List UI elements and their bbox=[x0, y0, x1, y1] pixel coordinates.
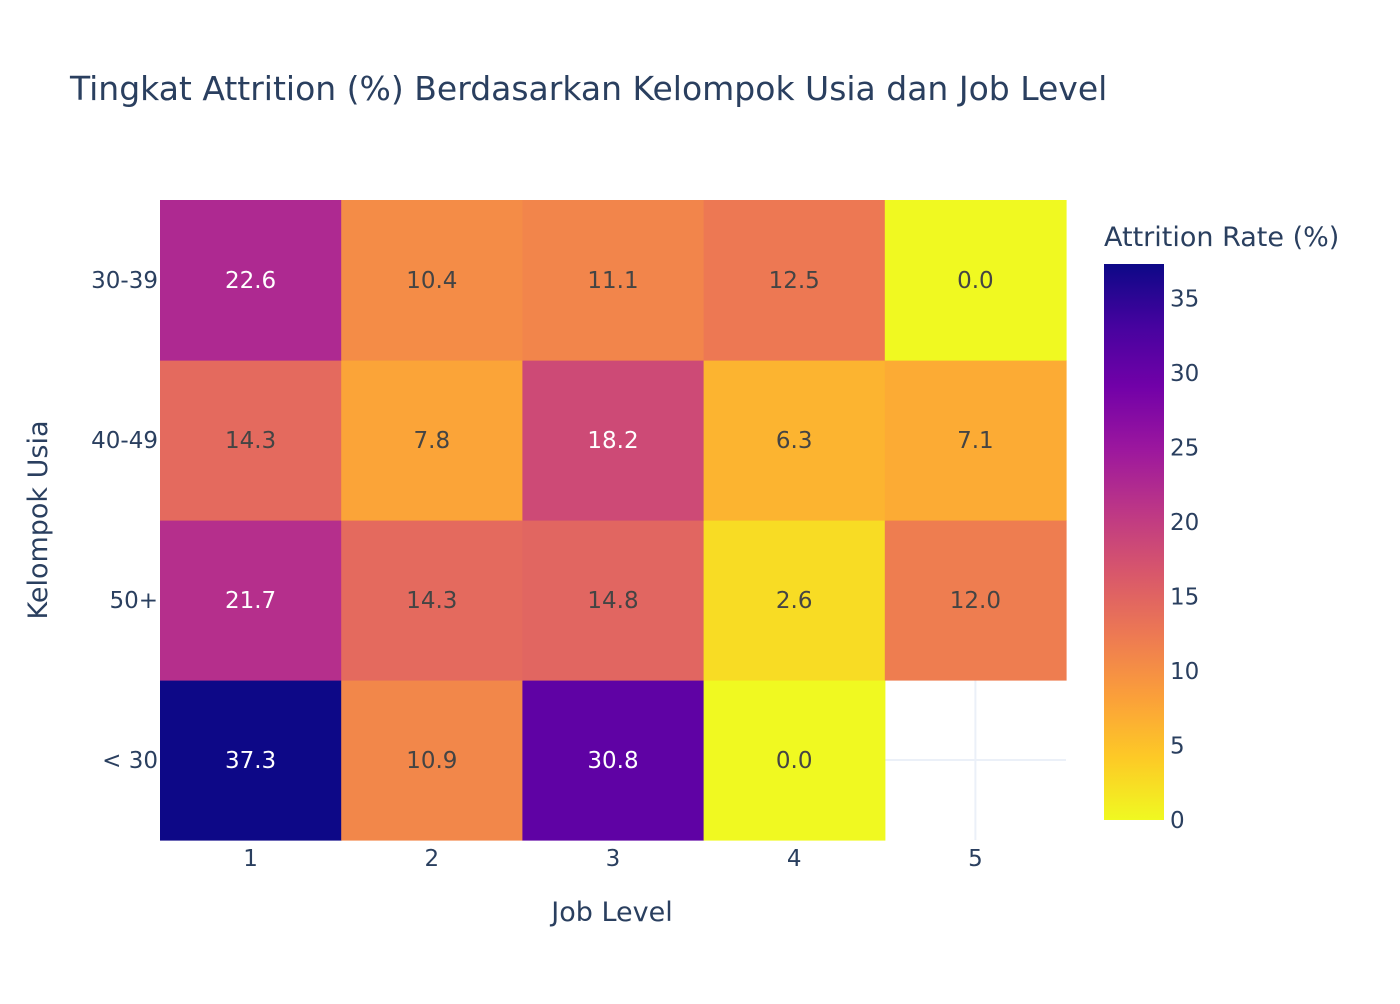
colorbar-title: Attrition Rate (%) bbox=[1104, 222, 1339, 253]
heatmap-cell bbox=[703, 200, 886, 361]
x-tick-label: 1 bbox=[243, 846, 258, 872]
heatmap-cell bbox=[160, 520, 342, 681]
y-tick-label: 40-49 bbox=[91, 428, 158, 454]
colorbar-tick-label: 35 bbox=[1170, 286, 1199, 312]
cell-value-label: 0.0 bbox=[957, 268, 994, 294]
colorbar-tick-label: 30 bbox=[1170, 361, 1199, 387]
cell-value-label: 21.7 bbox=[225, 588, 276, 614]
cell-value-label: 12.5 bbox=[769, 268, 820, 294]
x-tick-label: 5 bbox=[968, 846, 983, 872]
heatmap-cell bbox=[703, 680, 886, 841]
heatmap-cell bbox=[884, 200, 1067, 361]
cell-value-label: 14.8 bbox=[587, 588, 638, 614]
heatmap-cell bbox=[522, 520, 705, 681]
chart-title: Tingkat Attrition (%) Berdasarkan Kelomp… bbox=[69, 69, 1107, 108]
colorbar-tick-label: 15 bbox=[1170, 584, 1199, 610]
x-axis-ticks: 1 2 3 4 5 bbox=[243, 846, 982, 872]
x-tick-label: 2 bbox=[424, 846, 439, 872]
heatmap-cell bbox=[341, 680, 523, 841]
heatmap-cells bbox=[160, 200, 1067, 841]
cell-value-label: 14.3 bbox=[225, 428, 276, 454]
x-tick-label: 4 bbox=[787, 846, 802, 872]
cell-value-label: 14.3 bbox=[406, 588, 457, 614]
y-axis-ticks: < 30 50+ 40-49 30-39 bbox=[91, 268, 158, 774]
cell-value-label: 6.3 bbox=[776, 428, 813, 454]
heatmap-cell bbox=[884, 520, 1067, 681]
x-tick-label: 3 bbox=[606, 846, 621, 872]
y-tick-label: 50+ bbox=[109, 588, 158, 614]
heatmap-cell bbox=[522, 200, 705, 361]
heatmap-cell bbox=[160, 680, 342, 841]
heatmap-cell bbox=[884, 360, 1067, 521]
cell-value-label: 11.1 bbox=[587, 268, 638, 294]
heatmap-cell bbox=[703, 360, 886, 521]
heatmap-cell bbox=[522, 680, 705, 841]
heatmap-cell bbox=[160, 200, 342, 361]
cell-value-label: 0.0 bbox=[776, 748, 813, 774]
colorbar-ticks: 0 5 10 15 20 25 30 35 bbox=[1170, 286, 1199, 834]
heatmap-cell bbox=[341, 360, 523, 521]
cell-value-label: 18.2 bbox=[587, 428, 638, 454]
heatmap-cell bbox=[703, 520, 886, 681]
cell-value-label: 30.8 bbox=[587, 748, 638, 774]
cell-value-label: 10.4 bbox=[406, 268, 457, 294]
colorbar-tick-label: 0 bbox=[1170, 808, 1185, 834]
heatmap-cell bbox=[522, 360, 705, 521]
heatmap-cell bbox=[160, 360, 342, 521]
cell-value-label: 7.1 bbox=[957, 428, 994, 454]
colorbar-tick-label: 10 bbox=[1170, 659, 1199, 685]
x-axis-title: Job Level bbox=[549, 897, 672, 928]
cell-value-label: 22.6 bbox=[225, 268, 276, 294]
colorbar-tick-label: 20 bbox=[1170, 510, 1199, 536]
colorbar-tick-label: 25 bbox=[1170, 435, 1199, 461]
colorbar bbox=[1104, 264, 1164, 820]
heatmap-cell bbox=[341, 200, 523, 361]
y-tick-label: < 30 bbox=[102, 748, 158, 774]
cell-value-label: 7.8 bbox=[414, 428, 451, 454]
cell-labels: 37.3 10.9 30.8 0.0 21.7 14.3 14.8 2.6 12.0 14.3 7.… bbox=[225, 268, 1001, 774]
y-axis-title: Kelompok Usia bbox=[23, 420, 54, 619]
cell-value-label: 2.6 bbox=[776, 588, 813, 614]
y-tick-label: 30-39 bbox=[91, 268, 158, 294]
cell-value-label: 12.0 bbox=[950, 588, 1001, 614]
heatmap-cell bbox=[341, 520, 523, 681]
cell-value-label: 37.3 bbox=[225, 748, 276, 774]
colorbar-tick-label: 5 bbox=[1170, 733, 1185, 759]
cell-value-label: 10.9 bbox=[406, 748, 457, 774]
